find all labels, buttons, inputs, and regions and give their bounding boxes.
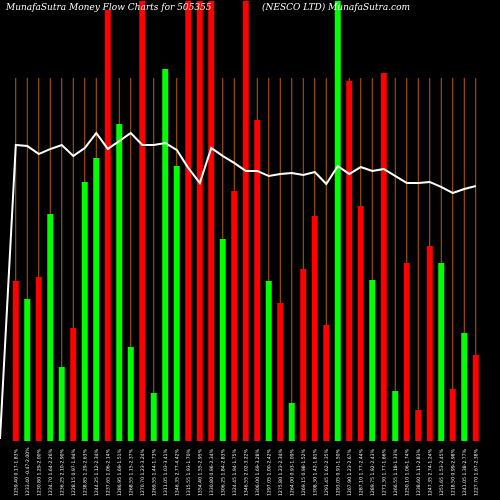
bar [461,333,468,441]
bar [288,403,295,441]
bar [24,299,31,441]
x-tick-label: 1237.65 1.06-2.14% [105,448,111,496]
bar [311,216,318,441]
bar [357,206,364,441]
x-tick-label: 1346.35 2.77-4.42% [174,448,180,496]
bar [116,124,123,441]
bar [70,328,77,441]
x-tick-label: 1250.10 1.06-1.74% [404,448,410,496]
bar [323,325,330,441]
x-tick-label: 1315.55 1.93-1.70% [186,448,192,496]
x-tick-label: 1228.15 0.97-1.94% [71,448,77,496]
x-tick-label: 1270.70 1.23-3.24% [140,448,146,496]
x-tick-label: 1286.95 1.69-1.51% [117,448,123,496]
bar [81,182,88,441]
x-tick-label: 1238.85 1.29-2.63% [82,448,88,496]
bar [242,1,249,441]
x-tick-label: 1247.35 2.74-1.24% [427,448,433,496]
x-tick-label: 1324.45 1.94-1.75% [232,448,238,496]
bar [93,158,100,441]
x-tick-label: 1271.30 1.77-1.66% [381,448,387,496]
x-tick-label: 1289.75 1.92-2.43% [370,448,376,496]
bar [277,303,284,441]
money-flow-line [0,131,477,440]
bar [196,1,203,441]
bar [449,389,456,441]
bar [426,246,433,441]
x-tick-label: 1234.70 1.64-2.26% [48,448,54,496]
bar [139,1,146,441]
x-tick-label: 1306.25 1.84-2.83% [220,448,226,496]
x-tick-label: 1293.05 0.91-1.50% [335,448,341,496]
x-tick-label: 1230.80 1.29-2.00% [36,448,42,496]
bar [127,347,134,441]
x-tick-label: 1269.15 0.98-1.52% [301,448,307,496]
bar [415,410,422,441]
bar [185,1,192,441]
x-tick-label: 1236.25 2.10-2.90% [59,448,65,496]
bar [173,166,180,441]
x-tick-label: 1251.65 1.53-2.45% [439,448,445,496]
x-tick-label: 1275.80 1.23-2.34% [278,448,284,496]
bar [334,1,341,441]
x-tick-label: 1346.55 2.02-3.22% [243,448,249,496]
chart-title-right: (NESCO LTD) MunafaSutra.com [262,2,410,13]
bar [392,391,399,441]
bar [380,73,387,441]
x-tick-label: 1238.60 1.11-2.83% [416,448,422,496]
bar [219,239,226,441]
bar [35,277,42,441]
bar [300,269,307,441]
x-tick-label: 1287.10 1.77-2.44% [358,448,364,496]
bar [162,69,169,441]
x-tick-label: 1291.45 1.62-2.35% [324,448,330,496]
x-tick-label: 1244.25 1.12-2.34% [94,448,100,496]
x-tick-label: 1268.55 1.15-2.37% [128,448,134,496]
x-tick-label: 1354.40 1.55-2.95% [197,448,203,496]
bar [104,10,111,441]
x-tick-label: 1267.90 1.23-2.67% [347,448,353,496]
x-tick-label: 1266.55 1.18-1.33% [393,448,399,496]
x-tick-label: 1241.05 1.38-2.77% [462,448,468,496]
bar [369,280,376,441]
bar [438,263,445,441]
bar [47,214,54,441]
bar [58,367,65,441]
bar [265,281,272,441]
x-axis-tick-labels: 1259.40 0.17-1.83% 1233.40 -0.47-2.00% 123… [13,447,479,496]
x-tick-label: 1218.50 0.99-2.98% [450,448,456,496]
x-tick-label: 1233.40 -0.47-2.00% [25,447,31,496]
x-tick-label: 1308.30 1.42-1.81% [312,448,318,496]
x-tick-label: 1259.40 0.17-1.83% [13,448,19,496]
x-tick-label: 1311.05 1.03-3.41% [163,448,169,496]
x-tick-label: 1306.00 1.69-3.28% [255,448,261,496]
x-tick-label: 1330.80 0.96-2.34% [209,448,215,496]
x-tick-label: 1269.55 1.44-1.73% [151,448,157,496]
x-tick-label: 1264.00 0.93-1.09% [289,448,295,496]
bar [403,263,410,441]
bar [208,1,215,441]
bar-series [12,1,479,441]
bar [472,355,479,441]
bar [231,191,238,441]
chart-title-left: MunafaSutra Money Flow Charts for 505355 [5,3,212,13]
bar [254,120,261,441]
bar [346,81,353,441]
bar [12,281,19,441]
bar [150,393,157,441]
x-tick-label: 1297.05 1.00-2.42% [266,448,272,496]
x-tick-label: 1227.70 1.67-2.38% [473,448,479,496]
